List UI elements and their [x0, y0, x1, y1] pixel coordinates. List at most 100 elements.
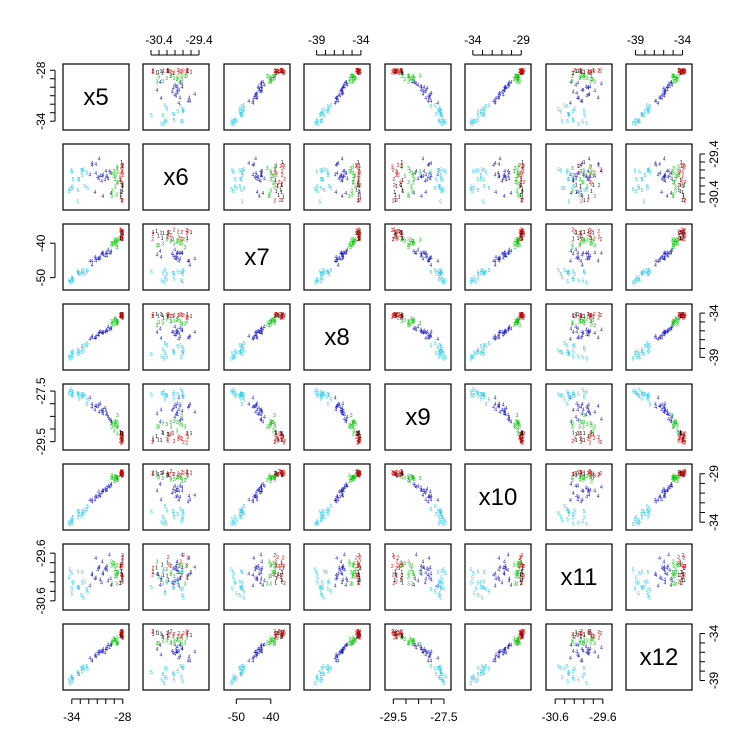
point-group-3: 3 — [350, 188, 353, 194]
point-group-3: 3 — [350, 79, 353, 85]
point-group-3: 3 — [271, 570, 274, 576]
point-group-4: 4 — [670, 80, 673, 86]
point-group-4: 4 — [419, 174, 422, 180]
point-group-1: 1 — [681, 69, 684, 75]
point-group-5: 5 — [314, 681, 317, 687]
point-group-4: 4 — [415, 485, 418, 491]
point-group-4: 4 — [256, 576, 259, 582]
point-group-5: 5 — [180, 120, 183, 126]
point-group-1: 1 — [281, 69, 284, 75]
point-group-2: 2 — [587, 198, 590, 204]
tick-label-x5: -34 — [34, 112, 48, 130]
point-group-2: 2 — [392, 553, 395, 559]
tick-label-x6: -29.4 — [185, 33, 213, 47]
point-group-5: 5 — [482, 113, 485, 119]
point-group-1: 1 — [357, 70, 360, 76]
point-group-4: 4 — [593, 174, 596, 180]
point-group-4: 4 — [427, 93, 430, 99]
point-group-1: 1 — [395, 184, 398, 190]
point-group-1: 1 — [681, 69, 684, 75]
point-group-4: 4 — [502, 256, 505, 262]
point-group-4: 4 — [661, 256, 664, 262]
point-group-5: 5 — [176, 669, 179, 675]
point-group-5: 5 — [235, 186, 238, 192]
point-group-4: 4 — [593, 650, 596, 656]
point-group-3: 3 — [354, 240, 357, 246]
point-group-5: 5 — [585, 389, 588, 395]
point-group-5: 5 — [69, 567, 72, 573]
point-group-1: 1 — [520, 69, 523, 75]
point-group-3: 3 — [517, 74, 520, 80]
point-group-5: 5 — [583, 109, 586, 115]
variable-label-x11: x11 — [561, 564, 598, 591]
point-group-5: 5 — [316, 675, 319, 681]
point-group-3: 3 — [593, 194, 596, 200]
point-group-2: 2 — [185, 441, 188, 447]
point-group-2: 2 — [358, 631, 361, 637]
point-group-5: 5 — [173, 277, 176, 283]
point-group-2: 2 — [357, 180, 360, 186]
point-group-3: 3 — [590, 322, 593, 328]
point-group-4: 4 — [180, 82, 183, 88]
panel-x5-vs-x5: x5 — [62, 63, 130, 131]
point-group-3: 3 — [583, 240, 586, 246]
point-group-4: 4 — [658, 556, 661, 562]
point-group-3: 3 — [675, 420, 678, 426]
point-group-4: 4 — [575, 329, 578, 335]
point-group-1: 1 — [394, 69, 397, 75]
point-group-5: 5 — [470, 277, 473, 283]
point-group-5: 5 — [557, 168, 560, 174]
point-group-4: 4 — [342, 566, 345, 572]
point-group-5: 5 — [577, 391, 580, 397]
point-group-1: 1 — [575, 182, 578, 188]
point-group-3: 3 — [156, 474, 159, 480]
point-group-2: 2 — [355, 555, 358, 561]
point-group-1: 1 — [683, 69, 686, 75]
point-group-1: 1 — [587, 194, 590, 200]
point-group-4: 4 — [420, 88, 423, 94]
point-group-5: 5 — [477, 390, 480, 396]
point-group-1: 1 — [521, 70, 524, 76]
point-group-4: 4 — [260, 88, 263, 94]
point-group-4: 4 — [581, 99, 584, 105]
point-group-4: 4 — [261, 191, 264, 197]
point-group-1: 1 — [357, 193, 360, 199]
point-group-2: 2 — [597, 229, 600, 235]
point-group-2: 2 — [392, 237, 395, 243]
point-group-3: 3 — [516, 180, 519, 186]
point-group-4: 4 — [156, 412, 159, 418]
point-group-5: 5 — [182, 345, 185, 351]
point-group-5: 5 — [72, 515, 75, 521]
point-group-5: 5 — [72, 581, 75, 587]
point-group-4: 4 — [179, 576, 182, 582]
point-group-5: 5 — [182, 270, 185, 276]
point-group-2: 2 — [520, 183, 523, 189]
point-group-5: 5 — [557, 392, 560, 398]
point-group-5: 5 — [234, 515, 237, 521]
point-group-2: 2 — [152, 566, 155, 572]
point-group-4: 4 — [335, 95, 338, 101]
point-group-3: 3 — [579, 477, 582, 483]
point-group-1: 1 — [155, 312, 158, 318]
point-group-4: 4 — [343, 84, 346, 90]
point-group-3: 3 — [354, 570, 357, 576]
point-group-3: 3 — [269, 188, 272, 194]
point-group-2: 2 — [520, 581, 523, 587]
point-group-5: 5 — [442, 522, 445, 528]
point-group-2: 2 — [119, 473, 122, 479]
point-group-5: 5 — [240, 178, 243, 184]
point-group-1: 1 — [357, 69, 360, 75]
point-group-3: 3 — [269, 582, 272, 588]
point-group-1: 1 — [161, 70, 164, 76]
point-group-1: 1 — [682, 70, 685, 76]
point-group-3: 3 — [672, 73, 675, 79]
point-group-4: 4 — [582, 251, 585, 257]
point-group-2: 2 — [522, 164, 525, 170]
point-group-5: 5 — [647, 109, 650, 115]
point-group-2: 2 — [573, 68, 576, 74]
point-group-5: 5 — [473, 592, 476, 598]
point-group-5: 5 — [239, 512, 242, 518]
point-group-5: 5 — [561, 519, 564, 525]
